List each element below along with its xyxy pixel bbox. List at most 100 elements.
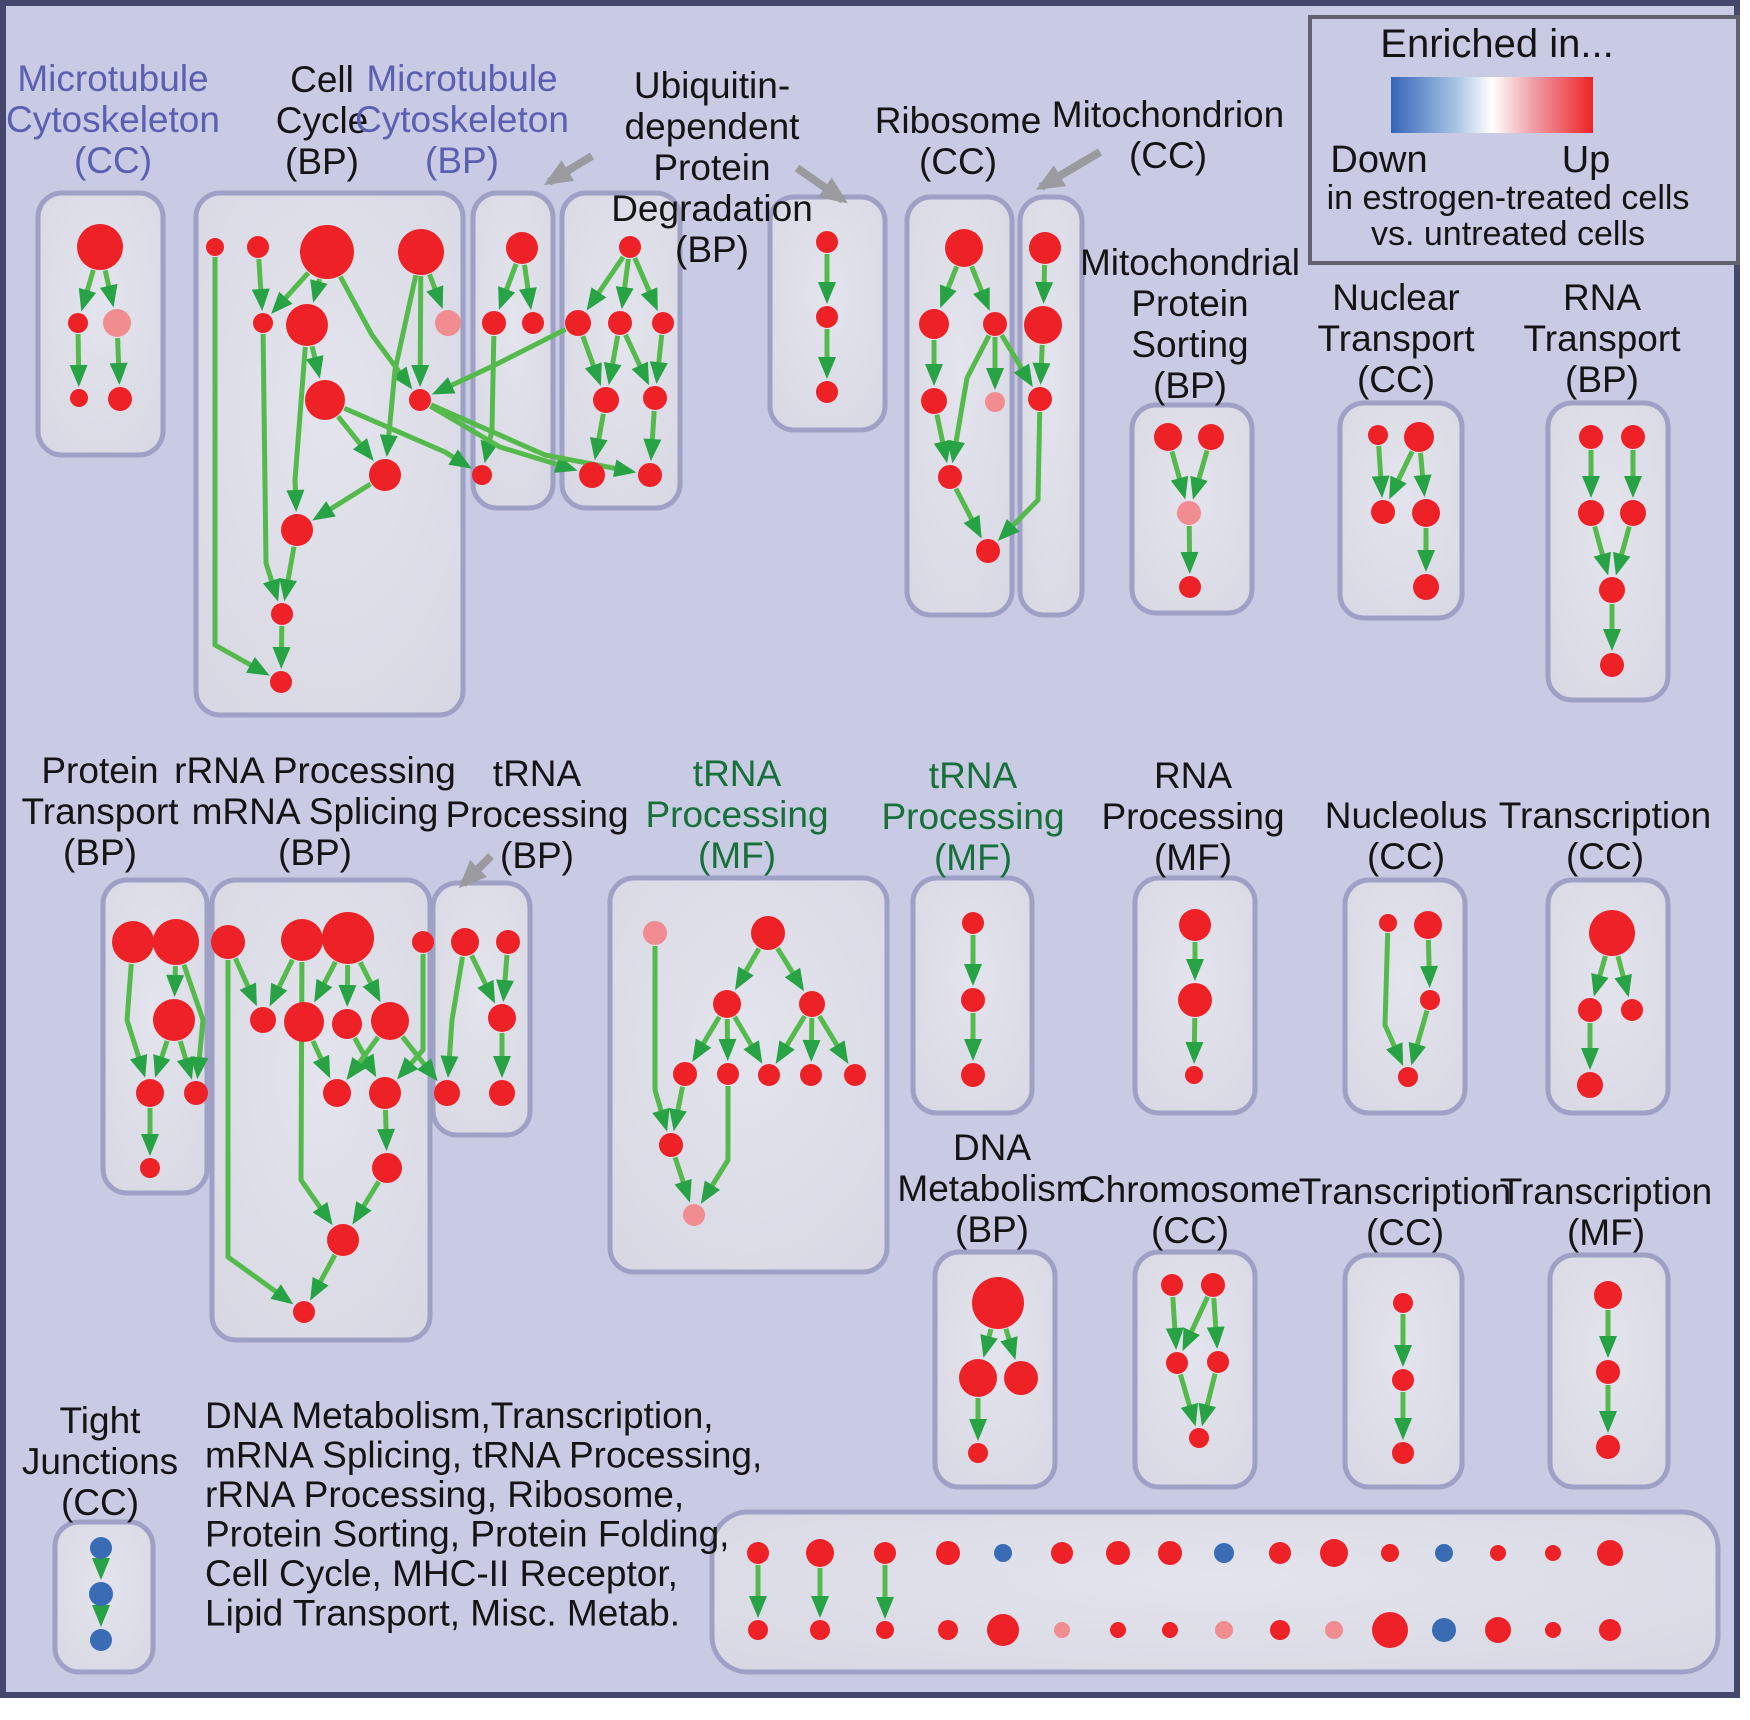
legend-subtitle-2: vs. untreated cells — [1371, 215, 1645, 253]
legend-gradient-bar — [1391, 77, 1593, 133]
cluster-label-mito-sorting: Sorting — [1131, 324, 1248, 365]
node-mito-sorting-2 — [1177, 501, 1201, 525]
node-ubiquitin-5 — [643, 386, 667, 410]
node-trna-mf-a-1 — [751, 916, 785, 950]
node-protein-transport-5 — [140, 1158, 160, 1178]
node-transcription-mf-0 — [1594, 1281, 1622, 1309]
node-nucleolus-1 — [1414, 911, 1442, 939]
node-transcription-mf-2 — [1596, 1435, 1620, 1459]
node-ubiquitin-1 — [565, 310, 591, 336]
cluster-label-trna-mf-a: tRNA — [693, 753, 782, 794]
cluster-label-protein-transport: (BP) — [63, 832, 137, 873]
cluster-label-ubiquitin: Ubiquitin- — [634, 65, 790, 106]
node-ubiquitin-chain-2 — [816, 381, 838, 403]
cluster-label-rna-processing: Processing — [1101, 796, 1284, 837]
node-trna-mf-b-2 — [961, 1063, 985, 1087]
node-dna-metabolism-0 — [972, 1277, 1024, 1329]
cluster-label-rna-transport: (BP) — [1565, 359, 1639, 400]
summary-node-top-4 — [994, 1544, 1012, 1562]
summary-box — [712, 1512, 1718, 1672]
edge-mito-sorting — [1189, 526, 1190, 568]
summary-node-bottom-7 — [1162, 1622, 1178, 1638]
node-ribosome-3 — [921, 388, 947, 414]
cluster-label-cell-cycle: (BP) — [285, 141, 359, 182]
node-ribosome-5 — [938, 465, 962, 489]
summary-text-line: DNA Metabolism,Transcription, — [205, 1395, 714, 1436]
cluster-label-dna-metabolism: (BP) — [955, 1209, 1029, 1250]
cluster-label-chromosome: Chromosome — [1079, 1169, 1301, 1210]
node-transcription-cc-a-1 — [1578, 998, 1602, 1022]
cluster-label-rna-transport: RNA — [1563, 277, 1641, 318]
node-trna-mf-a-0 — [643, 921, 667, 945]
cluster-label-trna-mf-b: tRNA — [929, 755, 1018, 796]
cluster-label-microtubule-bp: (BP) — [425, 140, 499, 181]
cluster-label-ubiquitin: dependent — [625, 106, 801, 147]
node-rna-processing-0 — [1179, 909, 1211, 941]
node-microtubule-cc-2 — [103, 309, 131, 337]
node-mitochondrion-2 — [1028, 387, 1052, 411]
node-nuclear-transport-0 — [1368, 425, 1388, 445]
edge-cell-cycle — [281, 626, 282, 663]
cluster-label-rrna: (BP) — [278, 832, 352, 873]
node-protein-transport-2 — [153, 999, 195, 1041]
legend-down-label: Down — [1330, 139, 1427, 181]
cluster-label-ubiquitin: (BP) — [675, 229, 749, 270]
node-transcription-cc-b-0 — [1393, 1293, 1413, 1313]
node-trna-bp-1 — [496, 930, 520, 954]
node-nuclear-transport-1 — [1404, 422, 1434, 452]
cluster-label-transcription-mf: (MF) — [1567, 1212, 1645, 1253]
cluster-label-trna-mf-b: (MF) — [934, 837, 1012, 878]
edge-nuclear-transport — [1379, 446, 1382, 492]
node-dna-metabolism-2 — [1004, 1361, 1038, 1395]
cluster-label-ubiquitin: Degradation — [611, 188, 813, 229]
node-nuclear-transport-2 — [1371, 500, 1395, 524]
node-cell-cycle-9 — [369, 459, 401, 491]
node-cell-cycle-7 — [305, 380, 345, 420]
cluster-label-microtubule-cc: Microtubule — [17, 58, 208, 99]
node-rna-transport-2 — [1578, 500, 1604, 526]
node-ribosome-0 — [945, 229, 983, 267]
summary-node-top-11 — [1381, 1544, 1399, 1562]
summary-node-top-13 — [1490, 1545, 1506, 1561]
summary-node-top-8 — [1214, 1543, 1234, 1563]
summary-node-bottom-8 — [1215, 1621, 1233, 1639]
cluster-label-trna-bp: (BP) — [500, 835, 574, 876]
edge-chromosome — [1214, 1298, 1217, 1343]
node-rrna-8 — [323, 1079, 351, 1107]
node-dna-metabolism-1 — [959, 1359, 997, 1397]
cluster-label-nucleolus: (CC) — [1367, 836, 1445, 877]
node-microtubule-bp-1 — [482, 311, 506, 335]
node-chromosome-1 — [1201, 1273, 1225, 1297]
node-tight-junctions-2 — [90, 1629, 112, 1651]
edge-cell-cycle — [420, 276, 421, 381]
cluster-label-microtubule-bp: Microtubule — [366, 58, 557, 99]
node-rna-transport-1 — [1621, 425, 1645, 449]
node-trna-mf-a-7 — [800, 1064, 822, 1086]
node-cell-cycle-11 — [271, 603, 293, 625]
node-rna-processing-1 — [1178, 983, 1212, 1017]
node-microtubule-bp-2 — [522, 312, 544, 334]
summary-node-bottom-1 — [810, 1620, 830, 1640]
node-trna-mf-a-10 — [683, 1204, 705, 1226]
node-transcription-cc-a-3 — [1577, 1072, 1603, 1098]
cluster-label-trna-bp: tRNA — [493, 753, 582, 794]
node-transcription-cc-a-2 — [1621, 999, 1643, 1021]
cluster-label-nuclear-transport: (CC) — [1357, 359, 1435, 400]
edge-microtubule-cc — [78, 334, 79, 381]
node-microtubule-cc-3 — [70, 389, 88, 407]
summary-node-bottom-4 — [987, 1614, 1019, 1646]
node-rrna-9 — [369, 1077, 401, 1109]
edge-rna-processing — [1194, 1018, 1195, 1058]
summary-node-bottom-11 — [1372, 1612, 1408, 1648]
cluster-label-tight-junctions: Junctions — [22, 1441, 178, 1482]
node-cell-cycle-4 — [253, 313, 273, 333]
node-mitochondrion-1 — [1024, 306, 1062, 344]
legend-up-label: Up — [1562, 139, 1611, 181]
summary-node-bottom-2 — [876, 1621, 894, 1639]
node-transcription-cc-a-0 — [1589, 910, 1635, 956]
node-ubiquitin-chain-0 — [816, 231, 838, 253]
summary-node-top-7 — [1158, 1541, 1182, 1565]
node-protein-transport-1 — [153, 919, 199, 965]
